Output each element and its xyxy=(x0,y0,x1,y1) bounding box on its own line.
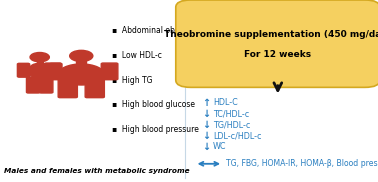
Text: ▪  Abdominal obesity: ▪ Abdominal obesity xyxy=(112,26,193,35)
Text: ▪  Low HDL-c: ▪ Low HDL-c xyxy=(112,51,161,60)
FancyBboxPatch shape xyxy=(76,58,87,64)
Text: HDL-C: HDL-C xyxy=(213,98,237,107)
Ellipse shape xyxy=(58,64,104,85)
Text: LDL-c/HDL-c: LDL-c/HDL-c xyxy=(213,131,261,140)
FancyBboxPatch shape xyxy=(26,77,40,93)
Text: TG, FBG, HOMA-IR, HOMA-β, Blood pressure: TG, FBG, HOMA-IR, HOMA-β, Blood pressure xyxy=(226,159,378,168)
Text: ▪  High TG: ▪ High TG xyxy=(112,76,152,85)
FancyBboxPatch shape xyxy=(50,63,62,77)
FancyBboxPatch shape xyxy=(101,63,118,80)
Text: WC: WC xyxy=(213,142,226,151)
FancyBboxPatch shape xyxy=(176,0,378,87)
Text: ↓: ↓ xyxy=(202,142,210,151)
FancyBboxPatch shape xyxy=(37,58,42,64)
Ellipse shape xyxy=(28,63,51,78)
Text: ↓: ↓ xyxy=(202,120,210,130)
Circle shape xyxy=(70,50,93,62)
FancyBboxPatch shape xyxy=(85,79,104,98)
FancyBboxPatch shape xyxy=(58,79,77,98)
Circle shape xyxy=(30,52,49,62)
Text: Males and females with metabolic syndrome: Males and females with metabolic syndrom… xyxy=(4,168,189,174)
Text: ▪  High blood pressure: ▪ High blood pressure xyxy=(112,125,198,134)
Text: Theobromine supplementation (450 mg/day): Theobromine supplementation (450 mg/day) xyxy=(164,30,378,39)
Text: TC/HDL-c: TC/HDL-c xyxy=(213,109,249,118)
FancyBboxPatch shape xyxy=(39,77,53,93)
FancyBboxPatch shape xyxy=(45,63,61,80)
Text: ↓: ↓ xyxy=(202,131,210,141)
Text: ▪  High blood glucose: ▪ High blood glucose xyxy=(112,100,195,109)
Text: ↓: ↓ xyxy=(202,109,210,119)
Text: TG/HDL-c: TG/HDL-c xyxy=(213,120,250,129)
Text: ↑: ↑ xyxy=(202,98,210,108)
Text: For 12 weeks: For 12 weeks xyxy=(244,50,311,59)
FancyBboxPatch shape xyxy=(17,63,29,77)
